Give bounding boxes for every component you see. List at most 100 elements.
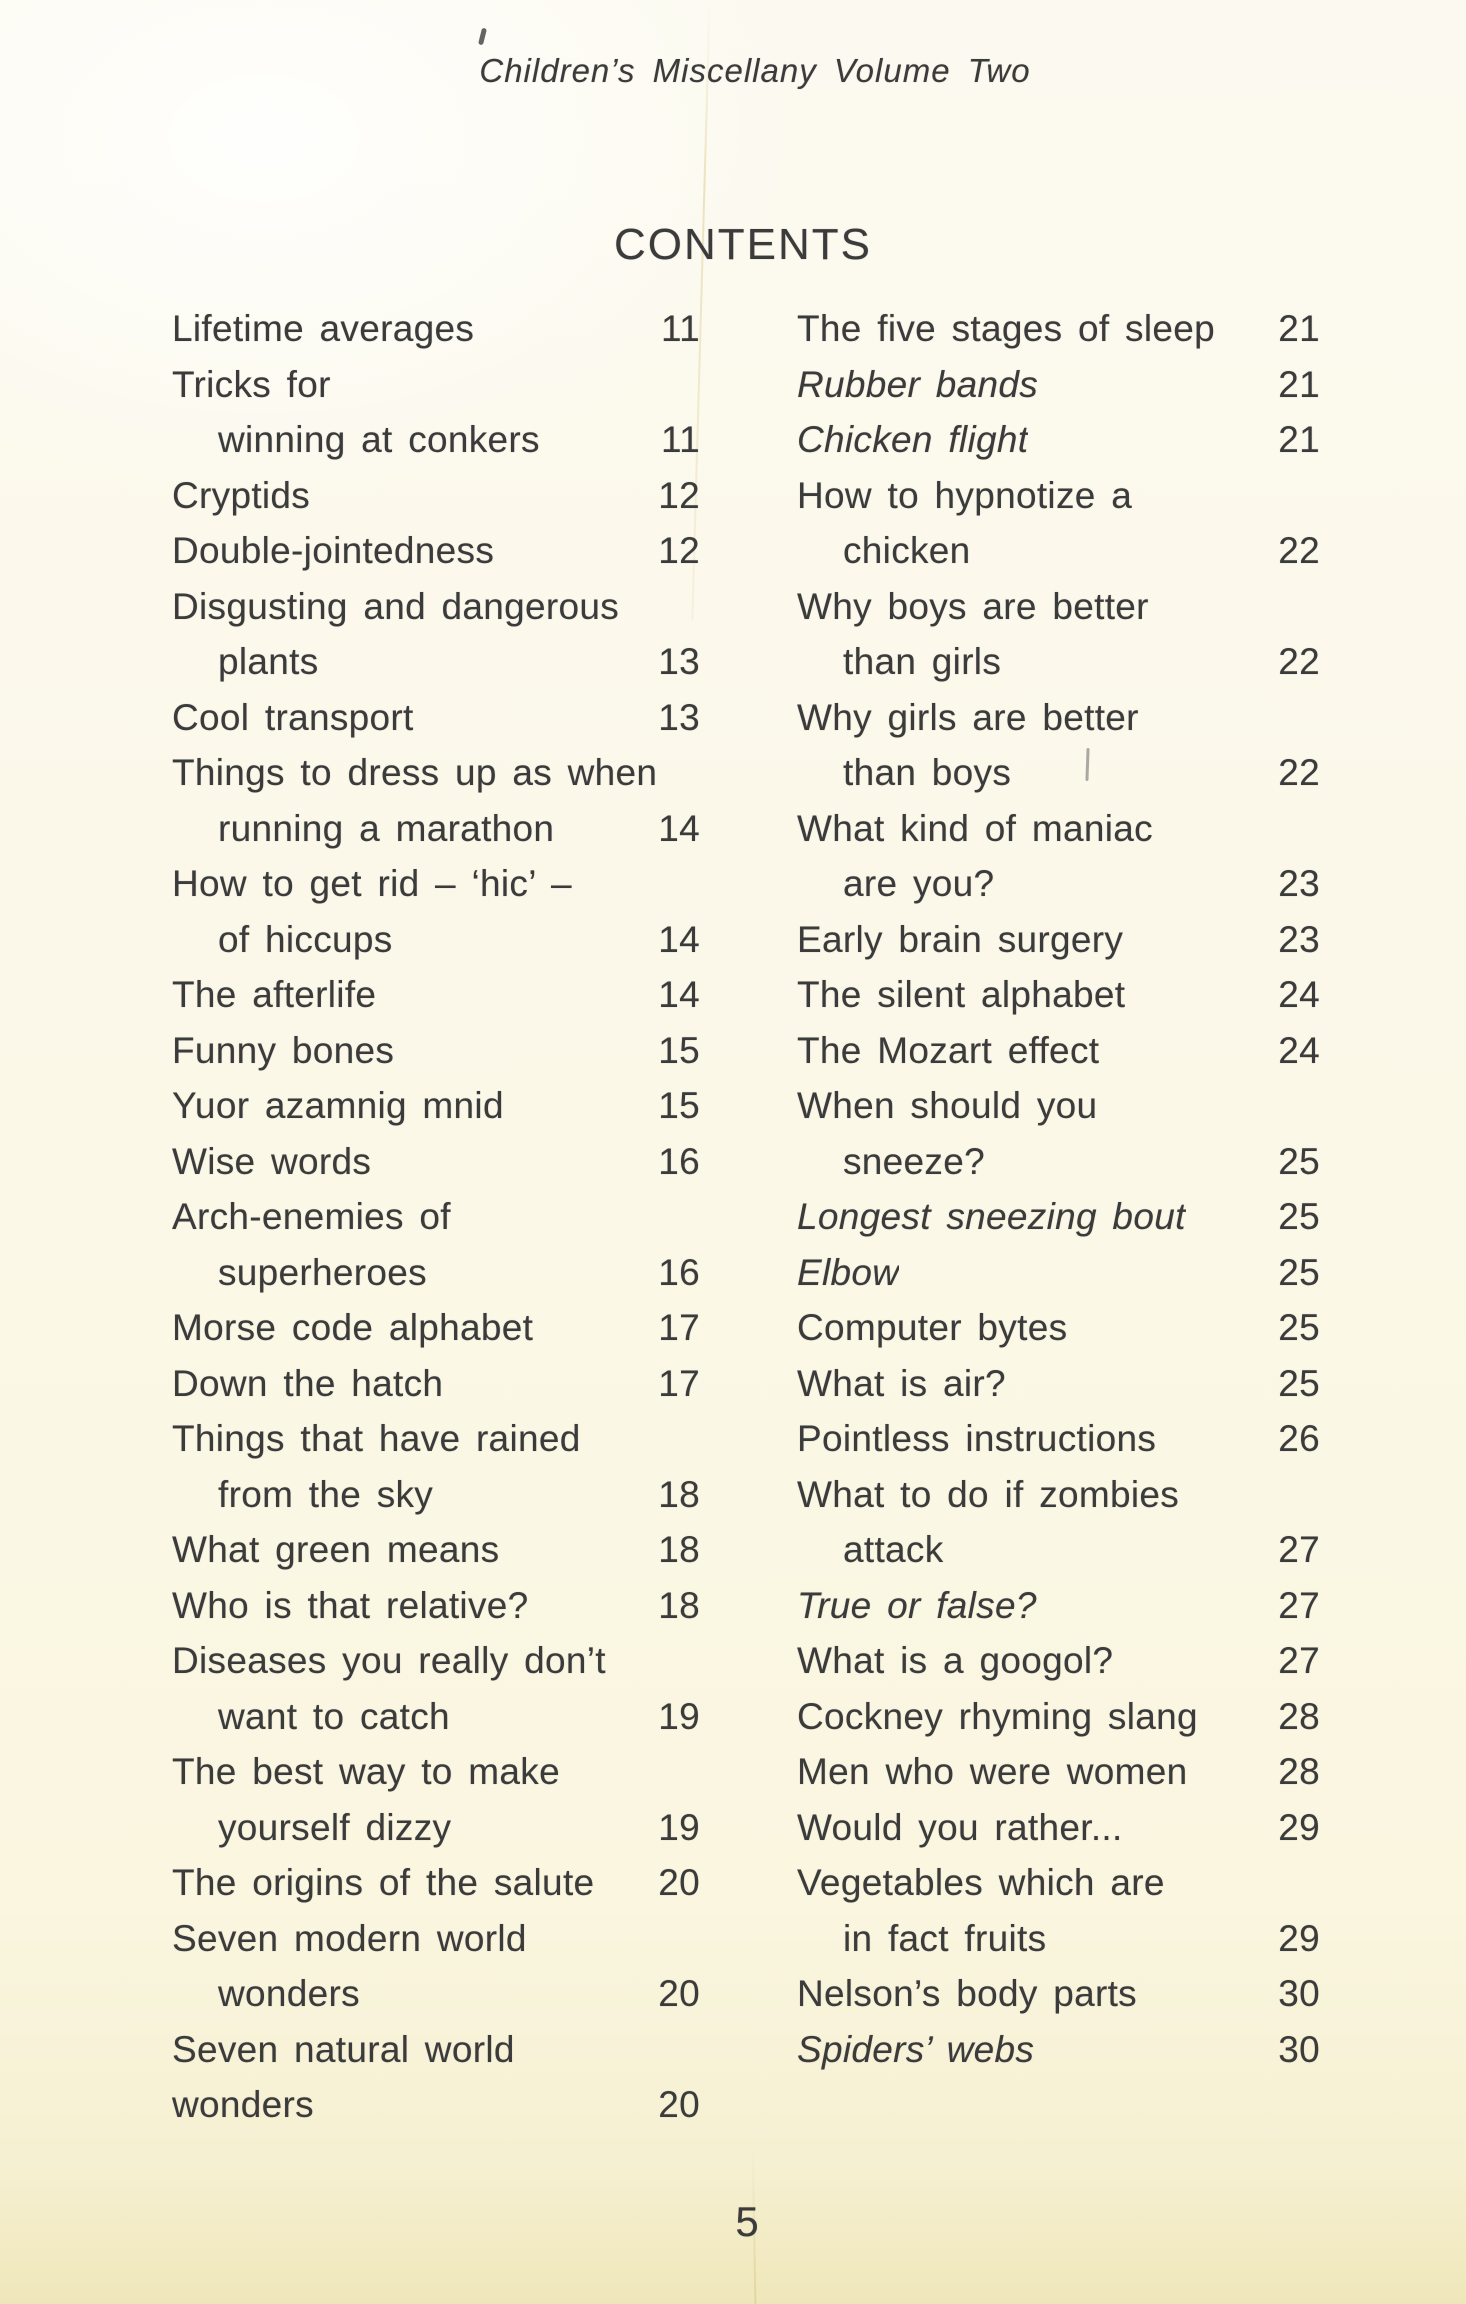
toc-entry-page: 21	[1278, 363, 1320, 405]
toc-entry-page: 14	[658, 918, 700, 960]
toc-entry-title: What is a googol?	[797, 1640, 1114, 1681]
toc-entry-title: than boys	[843, 752, 1012, 793]
toc-entry: The silent alphabet 24	[797, 967, 1320, 1023]
toc-entry-page: 18	[658, 1473, 700, 1515]
toc-entry-title: What is air?	[797, 1362, 1006, 1404]
toc-entry-title: wonders	[172, 2084, 314, 2125]
toc-entry: than girls 22	[797, 634, 1320, 690]
toc-entry-page: 12	[658, 474, 700, 516]
toc-entry-title: Pointless instructions	[797, 1418, 1157, 1459]
toc-entry-title: Disgusting and dangerous	[172, 585, 620, 627]
toc-column-left: Lifetime averages 11 Tricks for winning at …	[172, 301, 700, 2133]
toc-entry: Arch-enemies of	[172, 1189, 700, 1245]
toc-entry-title: Why girls are better	[797, 696, 1139, 738]
toc-entry-page: 25	[1278, 1140, 1320, 1182]
toc-entry: The best way to make	[172, 1744, 700, 1800]
toc-entry-title: Seven modern world	[172, 1917, 527, 1959]
toc-entry-page: 24	[1278, 974, 1320, 1015]
toc-entry: winning at conkers 11	[172, 412, 700, 468]
toc-entry-title: Funny bones	[172, 1029, 395, 1071]
toc-entry-page: 23	[1278, 918, 1320, 960]
running-header: Children’s Miscellany Volume Two	[479, 52, 1031, 89]
toc-entry-page: 11	[660, 419, 700, 460]
toc-entry: How to get rid – ‘hic’ –	[172, 856, 700, 912]
toc-entry-page: 21	[1278, 419, 1320, 460]
toc-entry: When should you	[797, 1078, 1320, 1134]
toc-entry-title: The afterlife	[172, 974, 377, 1015]
toc-entry-page: 25	[1278, 1362, 1320, 1404]
toc-entry-page: 16	[658, 1251, 700, 1293]
toc-entry: Tricks for	[172, 357, 700, 413]
toc-entry-page: 16	[658, 1140, 700, 1182]
toc-entry: than boys 22	[797, 745, 1320, 801]
toc-entry: Down the hatch 17	[172, 1356, 700, 1412]
toc-entry-page: 17	[658, 1307, 700, 1348]
toc-entry-title: from the sky	[218, 1473, 434, 1515]
toc-entry-title: sneeze?	[843, 1140, 985, 1182]
toc-entry-page: 22	[1278, 530, 1320, 571]
toc-entry-page: 20	[658, 2084, 700, 2125]
toc-entry-title: yourself dizzy	[218, 1806, 452, 1848]
toc-entry-page: 27	[1278, 1584, 1320, 1626]
toc-entry: Wise words 16	[172, 1134, 700, 1190]
toc-entry: What green means 18	[172, 1522, 700, 1578]
toc-entry: Who is that relative? 18	[172, 1578, 700, 1634]
toc-entry-page: 21	[1278, 308, 1320, 349]
toc-entry-title: Double-jointedness	[172, 530, 495, 571]
toc-entry: Why boys are better	[797, 579, 1320, 635]
toc-entry-title: Tricks for	[172, 363, 331, 405]
toc-entry-title: running a marathon	[218, 807, 555, 849]
toc-entry-page: 25	[1278, 1251, 1320, 1293]
toc-entry-page: 28	[1278, 1695, 1320, 1737]
toc-entry: plants 13	[172, 634, 700, 690]
toc-entry: yourself dizzy 19	[172, 1800, 700, 1856]
toc-entry: Chicken flight 21	[797, 412, 1320, 468]
toc-entry: Would you rather... 29	[797, 1800, 1320, 1856]
toc-entry: Longest sneezing bout 25	[797, 1189, 1320, 1245]
toc-entry-page: 18	[658, 1529, 700, 1570]
toc-entry-title: True or false?	[797, 1584, 1037, 1626]
toc-entry-title: chicken	[843, 530, 971, 571]
toc-entry: What is air? 25	[797, 1356, 1320, 1412]
toc-entry-title: than girls	[843, 641, 1002, 682]
toc-entry-title: Nelson’s body parts	[797, 1973, 1137, 2014]
toc-entry-page: 24	[1278, 1029, 1320, 1071]
toc-entry-title: Would you rather...	[797, 1806, 1123, 1848]
toc-entry: Disgusting and dangerous	[172, 579, 700, 635]
toc-entry: wonders 20	[172, 1966, 700, 2022]
toc-entry-title: attack	[843, 1529, 944, 1570]
toc-entry-title: The silent alphabet	[797, 974, 1126, 1015]
toc-entry-title: The Mozart effect	[797, 1029, 1100, 1071]
toc-entry: How to hypnotize a	[797, 468, 1320, 524]
toc-entry-title: How to get rid – ‘hic’ –	[172, 863, 572, 904]
toc-entry-title: Chicken flight	[797, 419, 1029, 460]
toc-entry-title: Vegetables which are	[797, 1862, 1165, 1903]
toc-entry: Vegetables which are	[797, 1855, 1320, 1911]
toc-entry: Cool transport 13	[172, 690, 700, 746]
toc-entry-page: 11	[660, 308, 700, 349]
toc-entry-page: 27	[1278, 1529, 1320, 1570]
toc-entry: Spiders’ webs 30	[797, 2022, 1320, 2078]
toc-entry: Nelson’s body parts 30	[797, 1966, 1320, 2022]
toc-entry-title: Morse code alphabet	[172, 1307, 534, 1348]
toc-entry: Yuor azamnig mnid 15	[172, 1078, 700, 1134]
toc-entry: The five stages of sleep 21	[797, 301, 1320, 357]
toc-entry: Seven modern world	[172, 1911, 700, 1967]
toc-entry-title: Yuor azamnig mnid	[172, 1085, 504, 1126]
toc-entry-page: 18	[658, 1584, 700, 1626]
toc-entry-title: winning at conkers	[218, 419, 540, 460]
toc-entry-page: 22	[1278, 641, 1320, 682]
toc-entry-title: want to catch	[218, 1695, 450, 1737]
toc-entry-title: Diseases you really don’t	[172, 1640, 606, 1681]
toc-entry-title: Computer bytes	[797, 1307, 1068, 1348]
toc-entry: Pointless instructions 26	[797, 1411, 1320, 1467]
toc-entry-title: in fact fruits	[843, 1917, 1047, 1959]
toc-entry-page: 15	[658, 1085, 700, 1126]
toc-entry: from the sky 18	[172, 1467, 700, 1523]
toc-entry-title: What kind of maniac	[797, 807, 1153, 849]
toc-entry-page: 30	[1278, 2028, 1320, 2070]
toc-entry: Cockney rhyming slang 28	[797, 1689, 1320, 1745]
toc-entry: Cryptids 12	[172, 468, 700, 524]
toc-entry: What is a googol? 27	[797, 1633, 1320, 1689]
toc-entry-page: 29	[1278, 1917, 1320, 1959]
